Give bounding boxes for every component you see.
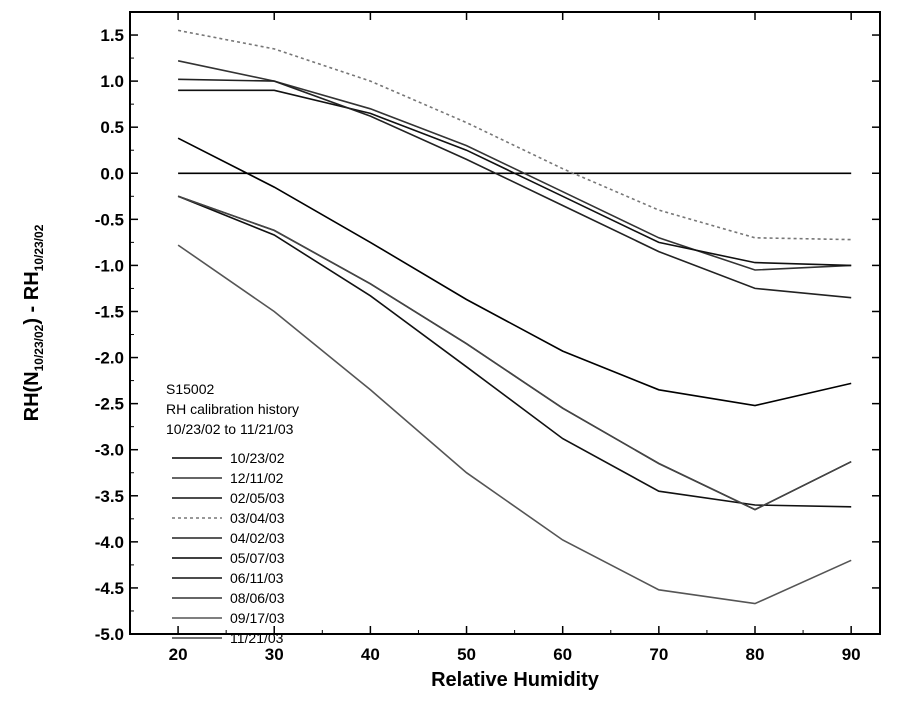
x-tick-label: 90	[842, 645, 861, 664]
legend: S15002 RH calibration history 10/23/02 t…	[166, 381, 299, 646]
series-line	[177, 195, 852, 511]
y-tick-label: -3.5	[95, 487, 124, 506]
y-tick-label: 0.5	[100, 118, 124, 137]
y-axis-label-main: RH(N	[21, 371, 43, 421]
legend-label: 10/23/02	[230, 450, 285, 466]
y-tick-label: 0.0	[100, 164, 124, 183]
y-tick-label: -1.5	[95, 302, 124, 321]
x-tick-label: 80	[746, 645, 765, 664]
x-axis-label: Relative Humidity	[431, 669, 600, 691]
y-tick-label: -3.0	[95, 441, 124, 460]
y-tick-label: -2.5	[95, 395, 124, 414]
x-tick-label: 60	[553, 645, 572, 664]
legend-label: 11/21/03	[230, 630, 284, 646]
y-axis-label: RH(N10/23/02) - RH10/23/02	[21, 224, 46, 421]
y-tick-label: 1.0	[100, 72, 124, 91]
x-tick-label: 30	[265, 645, 284, 664]
plot-frame	[129, 11, 881, 635]
x-axis: 20 30 40 50 60 70 80 90	[169, 12, 861, 664]
legend-title-line-2: RH calibration history	[166, 401, 299, 417]
x-tick-label: 40	[361, 645, 380, 664]
series-line	[177, 60, 852, 271]
legend-title-line-1: S15002	[166, 381, 214, 397]
legend-label: 05/07/03	[230, 550, 285, 566]
y-axis: 1.5 1.0 0.5 0.0 -0.5 -1.0 -1.5 -2.0 -2.5 -3.0 -3.5…	[95, 26, 880, 644]
legend-label: 08/06/03	[230, 590, 285, 606]
y-tick-label: -4.0	[95, 533, 124, 552]
series-lines	[177, 29, 852, 605]
y-tick-label: -5.0	[95, 625, 124, 644]
y-tick-label: 1.5	[100, 26, 124, 45]
y-tick-label: -1.0	[95, 256, 124, 275]
series-line	[178, 78, 852, 299]
legend-label: 04/02/03	[230, 530, 285, 546]
series-line	[177, 244, 852, 605]
legend-label: 02/05/03	[230, 490, 285, 506]
legend-label: 06/11/03	[230, 570, 284, 586]
series-line	[178, 89, 852, 267]
y-axis-label-sub2: 10/23/02	[32, 224, 46, 271]
plot-area-border	[129, 11, 881, 635]
x-tick-label: 70	[649, 645, 668, 664]
x-tick-label: 20	[169, 645, 188, 664]
y-axis-label-mid: ) - RH	[21, 271, 43, 324]
legend-label: 03/04/03	[230, 510, 285, 526]
y-tick-label: -0.5	[95, 210, 124, 229]
x-tick-label: 50	[457, 645, 476, 664]
legend-label: 09/17/03	[230, 610, 285, 626]
y-tick-label: -2.0	[95, 349, 124, 368]
legend-title-line-3: 10/23/02 to 11/21/03	[166, 421, 294, 437]
series-line	[177, 137, 852, 407]
legend-label: 12/11/02	[230, 470, 284, 486]
y-axis-label-sub1: 10/23/02	[32, 324, 46, 371]
y-tick-label: -4.5	[95, 579, 124, 598]
series-line	[177, 29, 852, 241]
